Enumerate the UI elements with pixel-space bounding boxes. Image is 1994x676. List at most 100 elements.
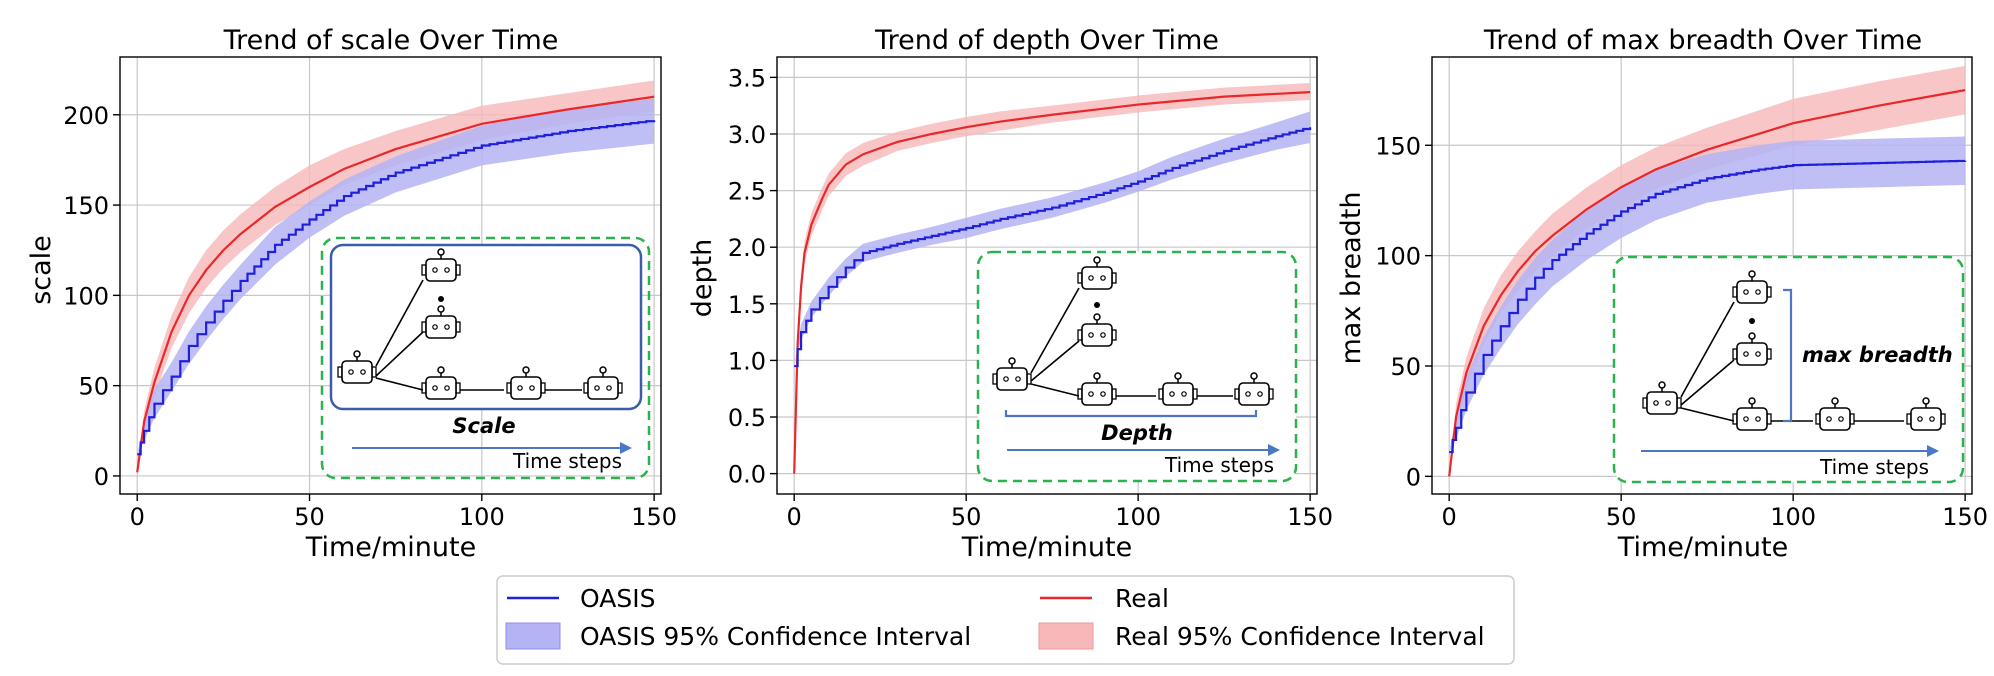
inset-dot-icon (438, 296, 444, 302)
robot-icon (1732, 270, 1772, 304)
robot-icon (1077, 256, 1117, 290)
y-tick-label: 100 (63, 282, 109, 310)
y-tick-label: 50 (1390, 353, 1421, 381)
chart-title: Trend of max breadth Over Time (1483, 25, 1922, 56)
robot-icon (583, 366, 623, 400)
real-ci-band (1449, 65, 1966, 477)
legend-frame (496, 575, 1515, 665)
y-tick-label: 0 (94, 463, 109, 491)
axes-frame (1431, 56, 1973, 495)
robot-icon (421, 366, 461, 400)
real-line (1448, 89, 1966, 477)
inset-dashed-border (1612, 255, 1965, 484)
legend: OASIS OASIS 95% Confidence Interval Real… (496, 575, 1515, 665)
x-tick-label: 0 (130, 503, 145, 531)
x-axis-label: Time/minute (961, 532, 1132, 563)
x-tick-label: 50 (1606, 503, 1637, 531)
chart-title: Trend of scale Over Time (223, 25, 559, 56)
inset-caption: Scale (452, 414, 515, 438)
inset-time-arrowhead (1268, 444, 1280, 456)
y-tick-label: 0.0 (728, 461, 766, 489)
y-tick-label: 2.0 (728, 234, 766, 262)
robot-icon (1077, 313, 1117, 347)
x-tick-label: 150 (631, 503, 677, 531)
depth-bracket (1004, 410, 1258, 418)
axes-frame (776, 56, 1318, 495)
inset-caption: Depth (1101, 421, 1173, 445)
y-tick-label: 100 (1375, 243, 1421, 271)
chart-title: Trend of depth Over Time (874, 25, 1219, 56)
inset-dot-icon (1749, 318, 1755, 324)
oasis-ci-band (794, 111, 1311, 367)
y-tick-label: 150 (1375, 132, 1421, 160)
y-tick-label: 2.5 (728, 178, 766, 206)
robot-icon (1906, 397, 1946, 431)
legend-oasis-ci-label: OASIS 95% Confidence Interval (580, 622, 971, 651)
y-tick-label: 0 (1406, 463, 1421, 491)
panel-depth: Trend of depth Over Time Time/minute dep… (687, 25, 1333, 563)
y-tick-label: 3.5 (728, 64, 766, 92)
robot-icon (421, 305, 461, 339)
legend-real-ci-label: Real 95% Confidence Interval (1115, 622, 1485, 651)
inset-callout-label: max breadth (1802, 343, 1953, 367)
x-tick-label: 50 (294, 503, 325, 531)
inset-time-label: Time steps (1164, 453, 1274, 477)
inset-time-label: Time steps (1819, 455, 1929, 479)
y-tick-label: 150 (63, 192, 109, 220)
robot-icon (1732, 397, 1772, 431)
robot-icon (421, 248, 461, 282)
y-tick-label: 0.5 (728, 404, 766, 432)
legend-real-ci-swatch (1038, 622, 1094, 650)
y-axis-label: depth (687, 239, 718, 318)
robot-icon (1642, 381, 1682, 415)
inset-time-arrowhead (1927, 445, 1939, 457)
x-tick-label: 100 (1770, 503, 1816, 531)
x-tick-label: 100 (459, 503, 505, 531)
oasis-ci-band (137, 98, 655, 455)
x-axis-label: Time/minute (1617, 532, 1788, 563)
x-tick-label: 50 (951, 503, 982, 531)
x-tick-label: 100 (1115, 503, 1161, 531)
x-tick-label: 0 (787, 503, 802, 531)
robot-icon (1158, 372, 1198, 406)
robot-icon (1815, 397, 1855, 431)
y-axis-label: max breadth (1336, 191, 1367, 364)
real-line (136, 95, 655, 473)
y-tick-label: 3.0 (728, 121, 766, 149)
panel-scale: Trend of scale Over Time Time/minute sca… (26, 25, 677, 563)
inset-dot-icon (1094, 302, 1100, 308)
oasis-line (794, 127, 1312, 368)
inset-scale-box (329, 243, 643, 411)
inset-dashed-border (320, 236, 651, 480)
y-tick-label: 1.5 (728, 291, 766, 319)
y-tick-label: 200 (63, 102, 109, 130)
inset-arrows (1030, 287, 1233, 397)
robot-icon (992, 357, 1032, 391)
y-tick-label: 1.0 (728, 347, 766, 375)
panel-max-breadth: Trend of max breadth Over Time Time/minu… (1336, 25, 1988, 563)
oasis-line (1449, 159, 1967, 454)
plot-area: 0 50 100 150 0 50 100 150 200 (63, 56, 677, 531)
legend-oasis-ci-swatch (505, 622, 561, 650)
inset-diagram: Scale Time steps (320, 236, 651, 480)
robot-icon (1077, 372, 1117, 406)
real-line (793, 90, 1311, 474)
inset-time-label: Time steps (512, 449, 622, 473)
robot-icon (506, 366, 546, 400)
robot-icon (337, 350, 377, 384)
robot-icon (1732, 332, 1772, 366)
oasis-ci-band (1449, 136, 1966, 453)
robot-icon (1234, 372, 1274, 406)
x-tick-label: 0 (1442, 503, 1457, 531)
y-tick-label: 50 (78, 373, 109, 401)
inset-diagram: Depth Time steps (976, 250, 1298, 483)
breadth-bracket (1783, 288, 1793, 423)
inset-time-arrowhead (620, 442, 632, 454)
plot-area: 0 50 100 150 0 50 100 150 (1375, 56, 1988, 531)
inset-diagram: max breadth Time steps (1612, 255, 1965, 484)
legend-real-label: Real (1115, 584, 1169, 613)
y-axis-label: scale (26, 235, 57, 305)
oasis-line (137, 120, 656, 456)
x-tick-label: 150 (1942, 503, 1988, 531)
